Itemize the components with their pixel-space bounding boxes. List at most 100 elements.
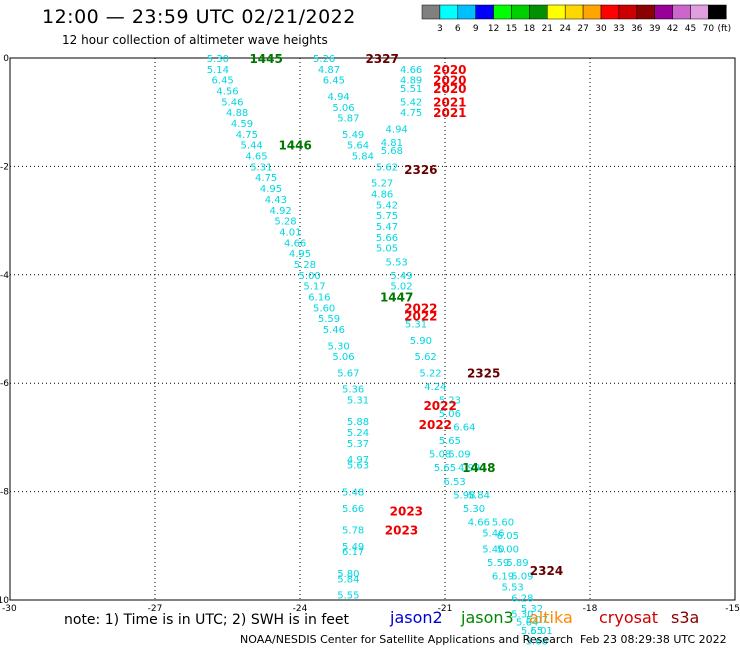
wave-height-value: 4.94 xyxy=(386,124,408,135)
wave-height-value: 5.62 xyxy=(415,352,437,363)
wave-height-value: 5.09 xyxy=(448,450,470,461)
wave-height-value: 6.45 xyxy=(212,76,234,87)
wave-height-value: 5.80 xyxy=(337,569,359,580)
footnote: note: 1) Time is in UTC; 2) SWH is in fe… xyxy=(64,612,350,628)
wave-height-value: 5.59 xyxy=(318,314,340,325)
colorbar-label: 30 xyxy=(595,24,607,34)
wave-height-value: 5.64 xyxy=(516,618,538,629)
pass-time-label: 1446 xyxy=(278,139,311,153)
wave-height-value: 5.51 xyxy=(400,84,422,95)
wave-height-value: 5.14 xyxy=(207,65,229,76)
y-tick-label: -2 xyxy=(0,162,9,172)
y-tick-label: -10 xyxy=(0,596,9,606)
chart-subtitle: 12 hour collection of altimeter wave hei… xyxy=(62,33,328,47)
wave-height-value: 5.01 xyxy=(531,626,553,637)
wave-height-value: 5.07 xyxy=(526,615,548,626)
pass-time-label: 2324 xyxy=(530,564,563,578)
wave-height-value: 4.92 xyxy=(270,206,292,217)
wave-height-value: 4.81 xyxy=(381,138,403,149)
wave-height-value: 5.09 xyxy=(511,572,533,583)
x-tick-label: -30 xyxy=(2,604,17,614)
wave-height-value: 4.66 xyxy=(400,65,422,76)
colorbar-label: 18 xyxy=(524,24,536,34)
x-tick-label: -15 xyxy=(725,604,740,614)
wave-height-value: 5.40 xyxy=(482,545,504,556)
wave-height-value: 6.17 xyxy=(342,547,364,558)
generated-timestamp: Feb 23 08:29:38 UTC 2022 xyxy=(580,633,727,646)
pass-time-label: 2022 xyxy=(404,309,437,323)
pass-time-label: 2022 xyxy=(419,418,452,432)
colorbar-label: 21 xyxy=(542,24,553,34)
wave-height-value: 4.95 xyxy=(289,249,311,260)
wave-height-value: 5.31 xyxy=(347,395,369,406)
wave-height-value: 5.64 xyxy=(347,141,369,152)
colorbar-label: 33 xyxy=(613,24,624,34)
wave-height-value: 5.46 xyxy=(482,528,504,539)
wave-height-value: 4.59 xyxy=(231,119,253,130)
wave-height-value: 6.05 xyxy=(497,531,519,542)
wave-height-value: 5.00 xyxy=(299,271,321,282)
legend-s3a: s3a xyxy=(671,608,700,627)
colorbar-swatch xyxy=(690,4,709,20)
y-tick-label: -6 xyxy=(0,379,9,389)
wave-height-value: 6.16 xyxy=(308,292,330,303)
wave-height-value: 6.45 xyxy=(323,76,345,87)
colorbar-swatch xyxy=(493,4,512,20)
colorbar-swatch xyxy=(564,4,584,20)
pass-time-label: 1447 xyxy=(380,290,413,304)
wave-height-value: 5.65 xyxy=(434,463,456,474)
wave-height-value: 5.53 xyxy=(502,582,524,593)
wave-height-value: 4.01 xyxy=(279,227,301,238)
wave-height-value: 4.86 xyxy=(371,190,393,201)
colorbar-label: 27 xyxy=(577,24,588,34)
colorbar-swatch xyxy=(654,4,673,20)
wave-height-value: 5.08 xyxy=(429,450,451,461)
legend-altika: altika xyxy=(529,608,573,627)
wave-height-value: 5.49 xyxy=(342,542,364,553)
wave-height-value: 6.64 xyxy=(453,423,475,434)
wave-height-value: 5.46 xyxy=(221,97,243,108)
wave-height-value: 4.95 xyxy=(260,184,282,195)
wave-height-value: 5.68 xyxy=(381,146,403,157)
wave-height-value: 5.66 xyxy=(342,504,364,515)
wave-height-value: 5.36 xyxy=(342,385,364,396)
wave-height-value: 5.17 xyxy=(303,282,325,293)
wave-height-value: 5.62 xyxy=(376,162,398,173)
pass-time-label: 1445 xyxy=(249,52,282,66)
wave-height-value: 5.28 xyxy=(274,217,296,228)
pass-time-label: 2327 xyxy=(365,52,398,66)
wave-height-value: 5.68 xyxy=(526,637,548,648)
wave-height-value: 5.65 xyxy=(439,436,461,447)
wave-height-value: 4.65 xyxy=(245,152,267,163)
wave-height-value: 5.30 xyxy=(463,504,485,515)
colorbar-swatch xyxy=(582,4,602,20)
wave-height-value: 6.19 xyxy=(492,572,514,583)
colorbar-unit: (ft) xyxy=(718,24,732,34)
wave-height-value: 5.98 xyxy=(453,490,475,501)
colorbar-label: 36 xyxy=(631,24,643,34)
wave-height-value: 4.66 xyxy=(468,517,490,528)
wave-height-value: 4.97 xyxy=(347,455,369,466)
colorbar-label: 6 xyxy=(455,24,461,34)
wave-height-value: 5.88 xyxy=(347,417,369,428)
wave-height-value: 5.00 xyxy=(497,545,519,556)
wave-height-value: 5.60 xyxy=(313,303,335,314)
wave-height-value: 6.28 xyxy=(511,593,533,604)
wave-height-value: 5.55 xyxy=(337,591,359,602)
pass-time-label: 2022 xyxy=(423,399,456,413)
wave-height-value: 5.46 xyxy=(323,325,345,336)
colorbar-swatch xyxy=(475,4,494,20)
colorbar-label: 70 xyxy=(703,24,715,34)
wave-height-value: 5.06 xyxy=(332,352,354,363)
wave-height-value: 5.78 xyxy=(342,526,364,537)
legend-jason3: jason3 xyxy=(461,608,514,627)
wave-height-value: 4.75 xyxy=(236,130,258,141)
wave-height-value: 5.42 xyxy=(400,97,422,108)
wave-height-value: 4.94 xyxy=(328,92,350,103)
pass-time-label: 2020 xyxy=(433,82,466,96)
wave-height-value: 5.59 xyxy=(487,558,509,569)
wave-height-value: 5.90 xyxy=(410,336,432,347)
chart-title: 12:00 — 23:59 UTC 02/21/2022 xyxy=(42,6,356,28)
wave-height-value: 5.37 xyxy=(347,439,369,450)
wave-height-value: 5.30 xyxy=(207,54,229,65)
